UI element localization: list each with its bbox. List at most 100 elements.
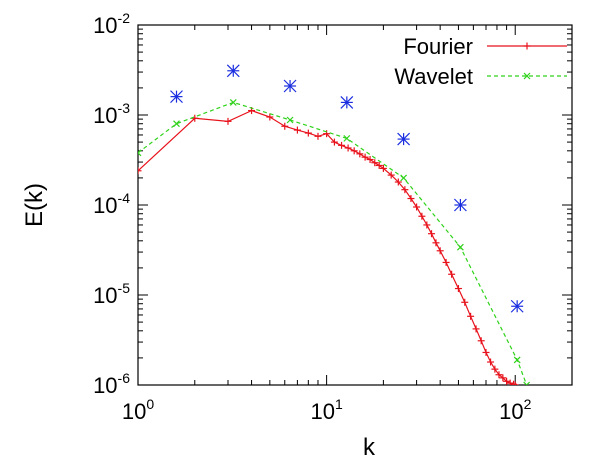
wavelet-point-d2 bbox=[513, 356, 521, 364]
fourier-series bbox=[138, 107, 519, 385]
wavelet-point bbox=[523, 381, 531, 385]
fourier-point bbox=[432, 239, 440, 247]
wavelet-point-d2 bbox=[525, 381, 531, 385]
wavelet-point bbox=[173, 120, 180, 128]
x-tick-label-base: 10 bbox=[122, 399, 146, 424]
series-3-point bbox=[283, 79, 297, 93]
series-3-point bbox=[397, 132, 411, 146]
series-3-series bbox=[170, 64, 524, 313]
fourier-point bbox=[495, 371, 503, 379]
series-3-point-d2 bbox=[453, 198, 467, 212]
fourier-point bbox=[281, 122, 289, 130]
fourier-point bbox=[418, 212, 426, 220]
fourier-point bbox=[477, 337, 485, 345]
fourier-point bbox=[387, 171, 395, 179]
wavelet-point-d2 bbox=[286, 116, 294, 124]
fourier-point bbox=[371, 159, 379, 167]
wavelet-point bbox=[286, 116, 294, 124]
fourier-point bbox=[361, 153, 369, 161]
y-tick-label-exponent: -6 bbox=[118, 370, 131, 386]
wavelet-point-d2 bbox=[400, 174, 408, 182]
series-3-point bbox=[340, 95, 354, 109]
legend-marker-fourier bbox=[523, 42, 531, 50]
y-tick-label-exponent: -5 bbox=[118, 280, 131, 296]
y-tick-label-exponent: -4 bbox=[118, 190, 131, 206]
wavelet-point bbox=[400, 174, 408, 182]
legend-marker-wavelet bbox=[523, 72, 531, 80]
series-3-point bbox=[510, 299, 524, 313]
series-3-point-d2 bbox=[170, 90, 183, 104]
fourier-point bbox=[487, 358, 495, 366]
series-3-point-d2 bbox=[226, 64, 240, 78]
wavelet-point-d1 bbox=[523, 381, 528, 385]
plot-series bbox=[138, 64, 531, 385]
y-tick-label-exponent: -3 bbox=[118, 100, 131, 116]
wavelet-point-d2 bbox=[456, 243, 464, 251]
y-tick-label: 10-3 bbox=[93, 100, 130, 128]
fourier-point bbox=[356, 150, 364, 158]
fourier-point bbox=[482, 348, 490, 356]
x-tick-label: 101 bbox=[310, 396, 342, 424]
y-axis-label: E(k) bbox=[21, 183, 48, 227]
fourier-line bbox=[138, 109, 516, 385]
legend-label-fourier: Fourier bbox=[403, 34, 473, 59]
wavelet-point-d2 bbox=[229, 98, 237, 106]
fourier-point bbox=[413, 203, 421, 211]
fourier-point bbox=[448, 270, 456, 278]
wavelet-line bbox=[138, 101, 528, 385]
x-tick-label: 102 bbox=[499, 396, 531, 424]
fourier-point bbox=[428, 230, 436, 238]
fourier-point bbox=[344, 144, 352, 152]
fourier-point bbox=[499, 374, 507, 382]
y-tick-label-base: 10 bbox=[93, 283, 117, 308]
x-tick-label-exponent: 0 bbox=[146, 396, 154, 412]
fourier-point bbox=[454, 285, 462, 293]
plot-frame bbox=[137, 24, 573, 386]
wavelet-point-d2 bbox=[138, 149, 142, 154]
legend-marker-wavelet-d2 bbox=[523, 72, 531, 80]
fourier-point bbox=[394, 178, 402, 186]
legend-label-wavelet: Wavelet bbox=[394, 64, 473, 89]
y-tick-label: 10-6 bbox=[93, 370, 130, 398]
wavelet-point bbox=[343, 134, 351, 142]
fourier-point bbox=[442, 258, 450, 266]
fourier-point bbox=[503, 377, 511, 385]
fourier-point bbox=[472, 325, 480, 333]
y-tick-label-exponent: -2 bbox=[118, 10, 131, 26]
wavelet-point-d2 bbox=[173, 120, 180, 128]
fourier-point bbox=[350, 147, 358, 155]
y-tick-label-base: 10 bbox=[93, 13, 117, 38]
fourier-point bbox=[366, 156, 374, 164]
x-tick-label-base: 10 bbox=[499, 399, 523, 424]
fourier-point bbox=[461, 298, 469, 306]
y-tick-label: 10-2 bbox=[93, 10, 130, 38]
series-3-point bbox=[453, 198, 467, 212]
fourier-point bbox=[375, 161, 383, 169]
series-3-point-d2 bbox=[340, 95, 354, 109]
fourier-point bbox=[407, 195, 415, 203]
fourier-point bbox=[510, 380, 518, 385]
series-3-point bbox=[226, 64, 240, 78]
wavelet-point-d1 bbox=[138, 151, 142, 157]
tick-marks bbox=[137, 24, 573, 386]
y-tick-label-base: 10 bbox=[93, 193, 117, 218]
x-tick-label: 100 bbox=[122, 396, 154, 424]
y-tick-label: 10-4 bbox=[93, 190, 130, 218]
wavelet-point-d2 bbox=[343, 134, 351, 142]
y-tick-label-base: 10 bbox=[93, 103, 117, 128]
fourier-point bbox=[423, 221, 431, 229]
fourier-point bbox=[401, 186, 409, 194]
y-tick-label-base: 10 bbox=[93, 373, 117, 398]
fourier-point bbox=[314, 132, 322, 140]
y-tick-label: 10-5 bbox=[93, 280, 130, 308]
series-3-point-d2 bbox=[510, 299, 524, 313]
fourier-point bbox=[379, 164, 387, 172]
fourier-point bbox=[224, 117, 232, 125]
fourier-point bbox=[467, 312, 475, 320]
x-axis-label: k bbox=[363, 434, 376, 461]
wavelet-point bbox=[456, 243, 464, 251]
fourier-point bbox=[491, 365, 499, 373]
fourier-point bbox=[511, 381, 519, 385]
fourier-point bbox=[304, 129, 312, 137]
